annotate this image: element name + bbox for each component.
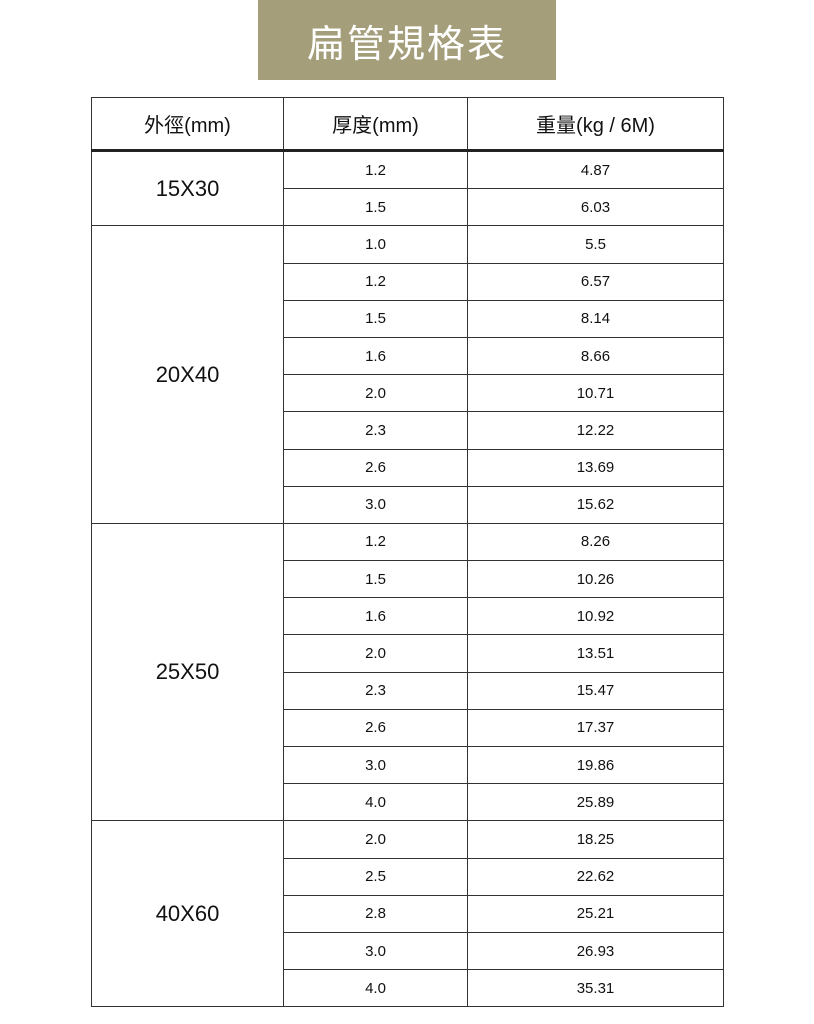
header-cell: 厚度(mm) bbox=[283, 97, 468, 152]
size-cell: 40X60 bbox=[91, 820, 284, 1008]
weight-cell: 6.03 bbox=[467, 188, 724, 227]
table-body: 15X30 1.2 4.87 1.5 6.03 20X40 1.0 5.5 1.2 6.57 1.5… bbox=[91, 149, 724, 1008]
row: 2.3 15.47 bbox=[92, 671, 724, 710]
thickness-cell: 1.2 bbox=[283, 149, 468, 190]
header-cell: 外徑(mm) bbox=[91, 97, 284, 152]
weight-cell: 5.5 bbox=[467, 225, 724, 264]
row: 3.0 19.86 bbox=[92, 745, 724, 785]
weight-cell: 25.89 bbox=[467, 783, 724, 822]
row: 2.3 12.22 bbox=[92, 411, 724, 450]
thickness-cell: 3.0 bbox=[283, 931, 468, 971]
weight-cell: 15.47 bbox=[467, 671, 724, 710]
thickness-cell: 2.3 bbox=[283, 411, 468, 450]
thickness-cell: 2.0 bbox=[283, 820, 468, 859]
header-row: 外徑(mm) 厚度(mm) 重量(kg / 6M) bbox=[91, 97, 724, 152]
row: 2.0 13.51 bbox=[92, 634, 724, 673]
weight-cell: 12.22 bbox=[467, 411, 724, 450]
weight-cell: 8.26 bbox=[467, 522, 724, 562]
weight-cell: 18.25 bbox=[467, 820, 724, 859]
weight-cell: 35.31 bbox=[467, 969, 724, 1008]
weight-cell: 17.37 bbox=[467, 708, 724, 748]
row: 15X30 1.2 4.87 bbox=[91, 149, 724, 227]
weight-cell: 13.51 bbox=[467, 634, 724, 673]
size-cell: 15X30 bbox=[91, 149, 284, 227]
thickness-cell: 2.5 bbox=[283, 857, 468, 896]
weight-cell: 8.66 bbox=[467, 336, 724, 376]
row: 2.5 22.62 bbox=[92, 857, 724, 896]
weight-cell: 10.26 bbox=[467, 560, 724, 599]
row: 1.5 10.26 bbox=[92, 560, 724, 599]
thickness-cell: 1.6 bbox=[283, 597, 468, 636]
row: 4.0 25.89 bbox=[92, 783, 724, 822]
row: 2.6 13.69 bbox=[92, 448, 724, 487]
row: 1.5 6.03 bbox=[92, 188, 724, 227]
weight-cell: 15.62 bbox=[467, 485, 724, 524]
weight-cell: 6.57 bbox=[467, 262, 724, 301]
spec-table: 外徑(mm) 厚度(mm) 重量(kg / 6M) 15X30 1.2 4.87 1.5 6… bbox=[91, 97, 724, 1008]
weight-cell: 8.14 bbox=[467, 299, 724, 338]
row: 20X40 1.0 5.5 bbox=[91, 225, 724, 524]
weight-cell: 25.21 bbox=[467, 894, 724, 933]
row: 1.2 6.57 bbox=[92, 262, 724, 301]
row: 2.0 10.71 bbox=[92, 374, 724, 413]
row: 4.0 35.31 bbox=[92, 969, 724, 1008]
thickness-cell: 4.0 bbox=[283, 783, 468, 822]
row: 2.6 17.37 bbox=[92, 708, 724, 748]
title: 扁管規格表 bbox=[258, 0, 556, 80]
header-cell: 重量(kg / 6M) bbox=[467, 97, 724, 152]
thickness-cell: 2.3 bbox=[283, 671, 468, 710]
thickness-cell: 2.0 bbox=[283, 374, 468, 413]
row: 1.5 8.14 bbox=[92, 299, 724, 338]
thickness-cell: 1.5 bbox=[283, 188, 468, 227]
row: 25X50 1.2 8.26 bbox=[91, 522, 724, 822]
thickness-cell: 4.0 bbox=[283, 969, 468, 1008]
size-cell: 25X50 bbox=[91, 522, 284, 822]
row: 1.6 10.92 bbox=[92, 597, 724, 636]
thickness-cell: 1.2 bbox=[283, 262, 468, 301]
weight-cell: 22.62 bbox=[467, 857, 724, 896]
weight-cell: 4.87 bbox=[467, 149, 724, 190]
weight-cell: 13.69 bbox=[467, 448, 724, 487]
thickness-cell: 1.2 bbox=[283, 522, 468, 562]
thickness-cell: 2.6 bbox=[283, 448, 468, 487]
thickness-cell: 1.5 bbox=[283, 560, 468, 599]
weight-cell: 10.71 bbox=[467, 374, 724, 413]
row: 40X60 2.0 18.25 bbox=[91, 820, 724, 1008]
weight-cell: 19.86 bbox=[467, 745, 724, 785]
thickness-cell: 3.0 bbox=[283, 745, 468, 785]
row: 1.6 8.66 bbox=[92, 336, 724, 376]
thickness-cell: 2.6 bbox=[283, 708, 468, 748]
weight-cell: 26.93 bbox=[467, 931, 724, 971]
size-cell: 20X40 bbox=[91, 225, 284, 524]
weight-cell: 10.92 bbox=[467, 597, 724, 636]
thickness-cell: 1.0 bbox=[283, 225, 468, 264]
thickness-cell: 2.8 bbox=[283, 894, 468, 933]
thickness-cell: 2.0 bbox=[283, 634, 468, 673]
thickness-cell: 1.5 bbox=[283, 299, 468, 338]
row: 3.0 15.62 bbox=[92, 485, 724, 524]
thickness-cell: 1.6 bbox=[283, 336, 468, 376]
thickness-cell: 3.0 bbox=[283, 485, 468, 524]
